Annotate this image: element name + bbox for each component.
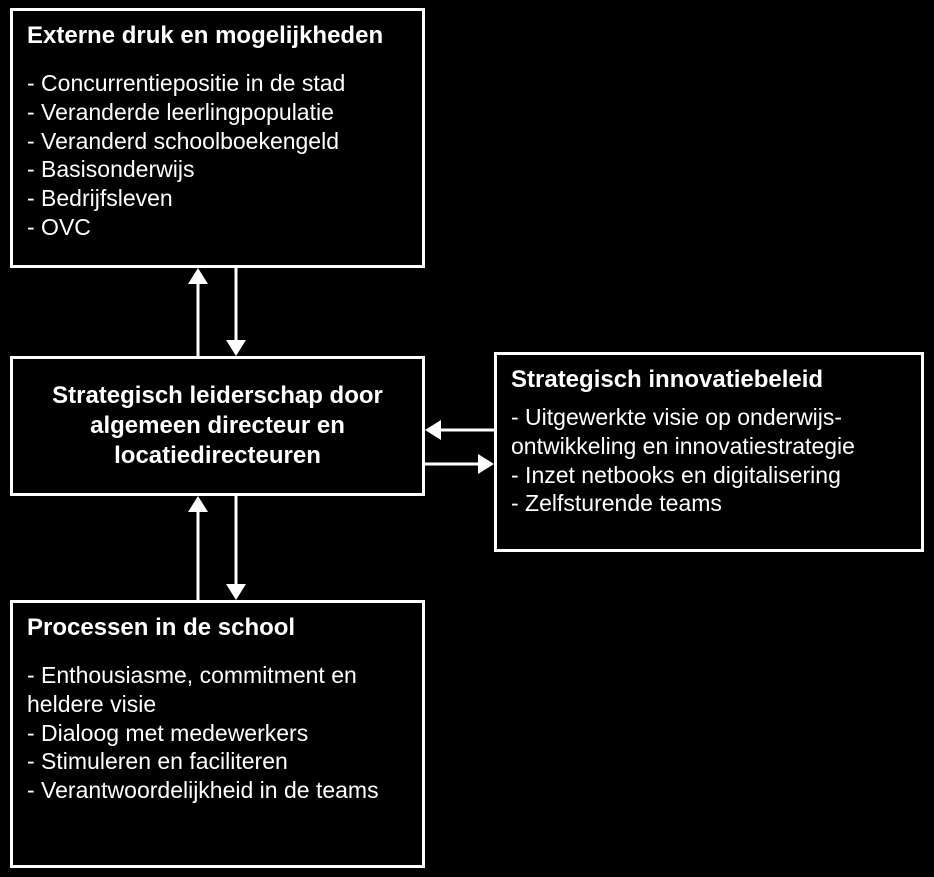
box-school-processes: Processen in de school - Enthousiasme, c… <box>10 600 425 868</box>
box-processes-item: - Dialoog met medewerkers <box>27 719 408 748</box>
leadership-line: algemeen directeur en <box>13 411 422 441</box>
box-external-item: - OVC <box>27 213 408 242</box>
box-leadership-text: Strategisch leiderschap door algemeen di… <box>13 381 422 471</box>
box-strategic-leadership: Strategisch leiderschap door algemeen di… <box>10 356 425 496</box>
box-external-item: - Basisonderwijs <box>27 155 408 184</box>
box-external-pressure: Externe druk en mogelijkheden - Concurre… <box>10 8 425 268</box>
leadership-line: Strategisch leiderschap door <box>13 381 422 411</box>
box-policy-title: Strategisch innovatiebeleid <box>511 365 907 395</box>
diagram-canvas: Externe druk en mogelijkheden - Concurre… <box>0 0 934 877</box>
box-external-title: Externe druk en mogelijkheden <box>27 21 408 51</box>
box-external-item: - Concurrentiepositie in de stad <box>27 69 408 98</box>
box-policy-item: - Zelfsturende teams <box>511 489 907 518</box>
box-processes-item: heldere visie <box>27 690 408 719</box>
box-external-item: - Bedrijfsleven <box>27 184 408 213</box>
box-external-item: - Veranderd schoolboekengeld <box>27 127 408 156</box>
box-processes-item: - Enthousiasme, commitment en <box>27 661 408 690</box>
box-external-item: - Veranderde leerlingpopulatie <box>27 98 408 127</box>
box-processes-title: Processen in de school <box>27 613 408 643</box>
box-processes-item: - Verantwoordelijkheid in de teams <box>27 776 408 805</box>
box-innovation-policy: Strategisch innovatiebeleid - Uitgewerkt… <box>494 352 924 552</box>
leadership-line: locatiedirecteuren <box>13 441 422 471</box>
box-policy-item: - Inzet netbooks en digitalisering <box>511 461 907 490</box>
box-processes-item: - Stimuleren en faciliteren <box>27 747 408 776</box>
box-policy-item: ontwikkeling en innovatiestrategie <box>511 432 907 461</box>
box-policy-item: - Uitgewerkte visie op onderwijs- <box>511 403 907 432</box>
